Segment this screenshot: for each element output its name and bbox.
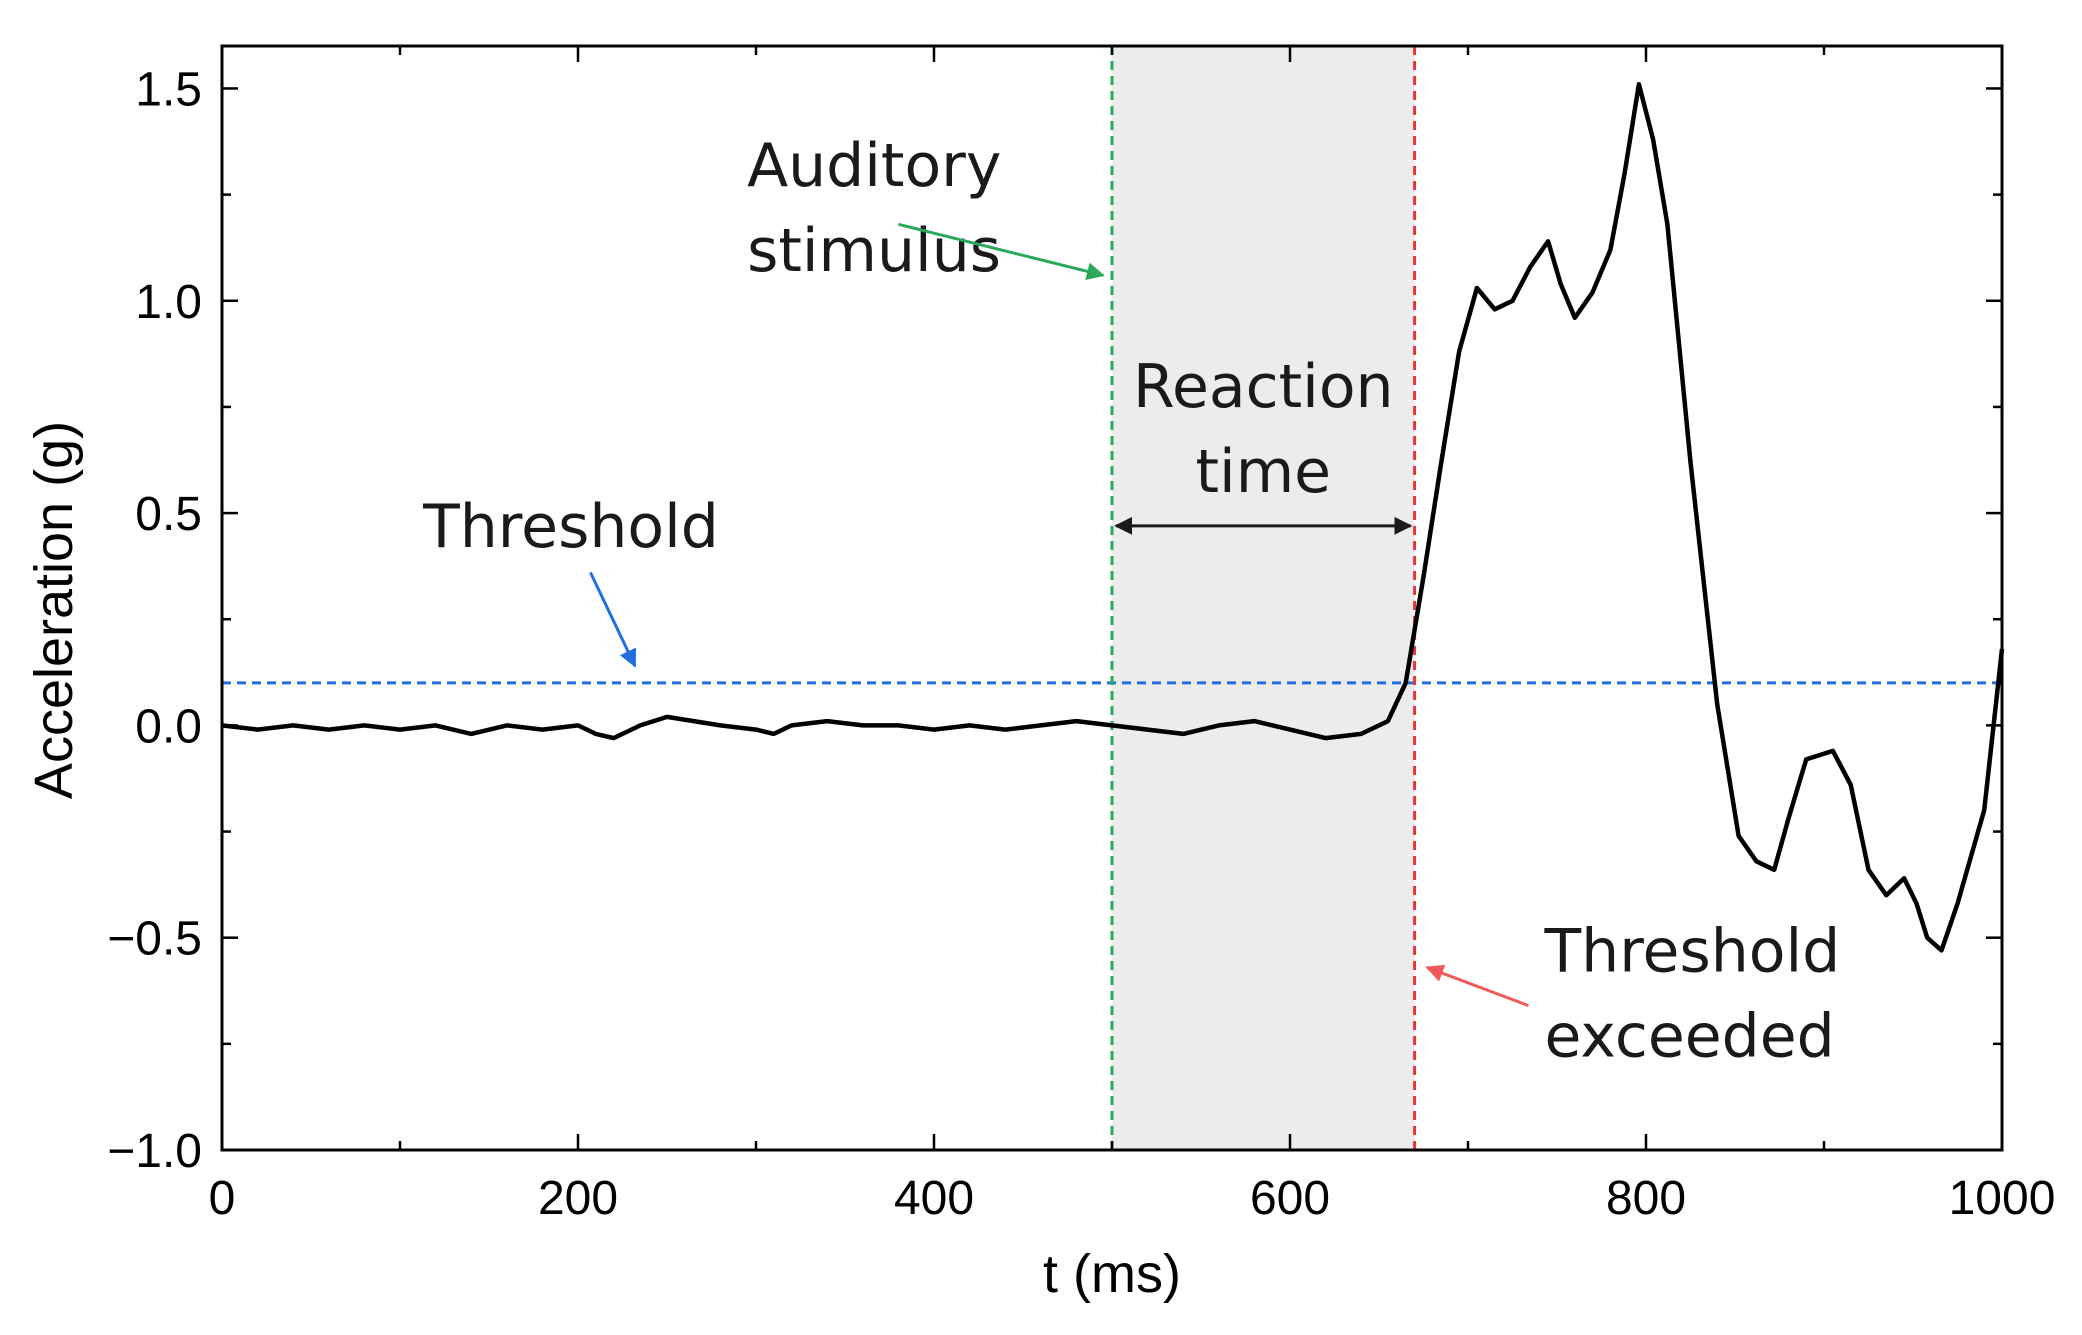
x-tick-label: 400 xyxy=(894,1172,974,1225)
y-tick-label: −0.5 xyxy=(107,913,202,966)
y-axis-title: Acceleration (g) xyxy=(24,421,84,799)
y-tick-label: 1.0 xyxy=(135,276,202,329)
auditory-stimulus-label-arrow xyxy=(898,222,1105,281)
x-tick-label: 800 xyxy=(1606,1172,1686,1225)
x-tick-label: 600 xyxy=(1250,1172,1330,1225)
y-tick-labels: −1.0 −0.5 0.0 0.5 1.0 1.5 xyxy=(107,63,202,1178)
x-tick-label: 200 xyxy=(538,1172,618,1225)
x-tick-label: 1000 xyxy=(1949,1172,2056,1225)
y-tick-label: 1.5 xyxy=(135,63,202,116)
reaction-time-label-line-1: Reaction xyxy=(1133,352,1394,422)
threshold-label-line-1: Threshold xyxy=(422,492,719,562)
threshold-exceeded-label-arrow xyxy=(1425,964,1530,1008)
y-tick-label: 0.5 xyxy=(135,488,202,541)
x-tick-label: 0 xyxy=(209,1172,236,1225)
x-axis-title: t (ms) xyxy=(1043,1244,1181,1304)
shaded-reaction-region xyxy=(1112,46,1415,1150)
annotations: Auditory stimulus Reaction time Threshold Thr… xyxy=(422,131,1840,1071)
x-tick-labels: 0 200 400 600 800 1000 xyxy=(209,1172,2056,1225)
reference-lines xyxy=(222,46,2002,1150)
y-tick-label: −1.0 xyxy=(107,1125,202,1178)
auditory-stimulus-label-line-2: stimulus xyxy=(747,216,1001,286)
acceleration-series-line xyxy=(221,81,2005,953)
threshold-label-arrow xyxy=(589,571,637,668)
y-tick-label: 0.0 xyxy=(135,700,202,753)
auditory-stimulus-label-line-1: Auditory xyxy=(747,131,1001,201)
threshold-exceeded-label-line-1: Threshold xyxy=(1544,917,1841,987)
axis-ticks xyxy=(220,46,2004,1152)
reaction-time-label-line-2: time xyxy=(1196,437,1332,507)
threshold-exceeded-label-line-2: exceeded xyxy=(1545,1002,1835,1072)
